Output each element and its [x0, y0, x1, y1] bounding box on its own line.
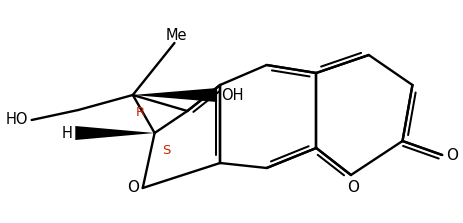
Text: S: S — [163, 145, 171, 157]
Polygon shape — [133, 88, 217, 102]
Text: O: O — [347, 180, 359, 195]
Text: O: O — [446, 147, 458, 163]
Text: HO: HO — [5, 112, 28, 128]
Text: H: H — [62, 126, 72, 140]
Polygon shape — [75, 126, 155, 140]
Text: R: R — [136, 107, 145, 120]
Text: OH: OH — [221, 87, 244, 103]
Text: Me: Me — [166, 27, 187, 43]
Text: O: O — [127, 180, 139, 196]
